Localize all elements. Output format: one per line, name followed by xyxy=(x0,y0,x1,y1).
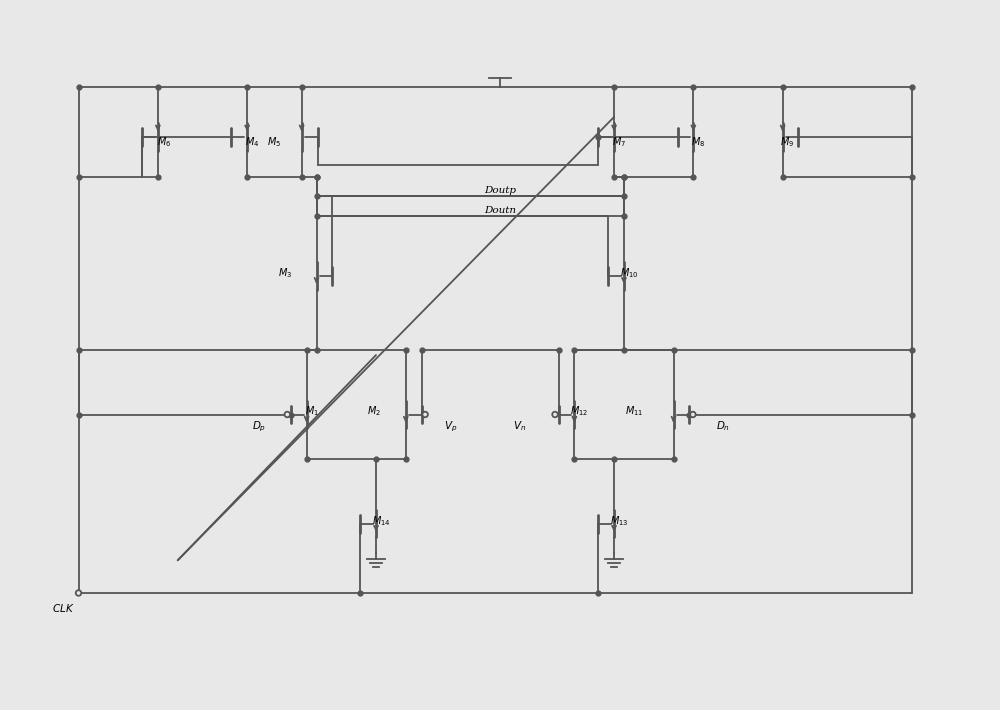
Text: $D_p$: $D_p$ xyxy=(252,419,266,434)
Text: Doutp: Doutp xyxy=(484,186,516,195)
Text: $M_3$: $M_3$ xyxy=(278,266,292,280)
Text: $CLK$: $CLK$ xyxy=(52,602,75,614)
Text: $M_{14}$: $M_{14}$ xyxy=(372,514,390,528)
Text: $V_p$: $V_p$ xyxy=(444,419,457,434)
Text: Doutn: Doutn xyxy=(484,206,516,214)
Text: $D_n$: $D_n$ xyxy=(716,420,730,433)
Text: $M_{12}$: $M_{12}$ xyxy=(570,405,588,418)
Text: $M_4$: $M_4$ xyxy=(245,135,259,148)
Circle shape xyxy=(422,412,428,417)
Text: $M_{11}$: $M_{11}$ xyxy=(625,405,643,418)
Text: $M_1$: $M_1$ xyxy=(305,405,319,418)
Text: $M_5$: $M_5$ xyxy=(267,135,281,148)
Text: $M_2$: $M_2$ xyxy=(367,405,381,418)
Circle shape xyxy=(76,590,81,596)
Circle shape xyxy=(552,412,558,417)
Text: $M_6$: $M_6$ xyxy=(157,135,171,148)
Text: $M_8$: $M_8$ xyxy=(691,135,705,148)
Text: $M_{10}$: $M_{10}$ xyxy=(620,266,638,280)
Text: $M_7$: $M_7$ xyxy=(612,135,626,148)
Text: $M_9$: $M_9$ xyxy=(780,135,794,148)
Circle shape xyxy=(690,412,696,417)
Circle shape xyxy=(285,412,290,417)
Text: $V_n$: $V_n$ xyxy=(513,420,526,433)
Text: $M_{13}$: $M_{13}$ xyxy=(610,514,628,528)
